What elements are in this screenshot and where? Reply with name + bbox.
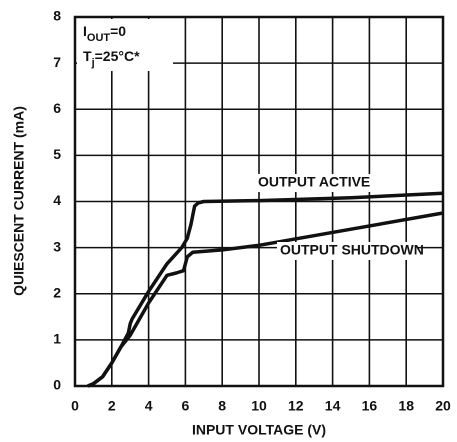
annotation: IOUT=0 (83, 23, 126, 44)
x-tick-label: 4 (145, 398, 153, 414)
x-tick-label: 6 (182, 398, 190, 414)
annotation-part: I (83, 23, 87, 39)
annotation-part: =25°C* (95, 48, 140, 64)
x-tick-label: 12 (288, 398, 304, 414)
y-tick-label: 8 (53, 8, 61, 24)
x-tick-label: 0 (71, 398, 79, 414)
x-tick-label: 2 (108, 398, 116, 414)
x-tick-label: 10 (251, 398, 267, 414)
x-tick-label: 18 (398, 398, 414, 414)
y-tick-label: 7 (53, 54, 61, 70)
annotation-box (77, 19, 173, 71)
annotation: Tj=25°C* (83, 48, 140, 69)
series-label: OUTPUT SHUTDOWN (280, 242, 424, 258)
annotation-part: T (83, 48, 92, 64)
y-tick-label: 5 (53, 146, 61, 162)
annotation-part: =0 (110, 23, 126, 39)
series-label-bg (277, 242, 418, 260)
annotation-part: j (91, 57, 95, 69)
x-tick-label: 20 (435, 398, 451, 414)
series-line (87, 211, 444, 388)
plot-frame (73, 15, 445, 388)
y-tick-label: 3 (53, 238, 61, 254)
y-tick-label: 4 (53, 192, 61, 208)
y-axis-label: QUIESCENT CURRENT (mA) (11, 106, 27, 296)
x-tick-label: 16 (362, 398, 378, 414)
x-tick-label: 14 (325, 398, 341, 414)
x-axis-label: INPUT VOLTAGE (V) (192, 422, 326, 438)
series-label: OUTPUT ACTIVE (258, 174, 370, 190)
series-label-bg (255, 174, 378, 192)
annotation-part: OUT (87, 32, 111, 44)
y-tick-label: 1 (53, 331, 61, 347)
y-tick-label: 2 (53, 284, 61, 300)
y-tick-label: 6 (53, 100, 61, 116)
y-tick-label: 0 (53, 377, 61, 393)
x-tick-label: 8 (218, 398, 226, 414)
